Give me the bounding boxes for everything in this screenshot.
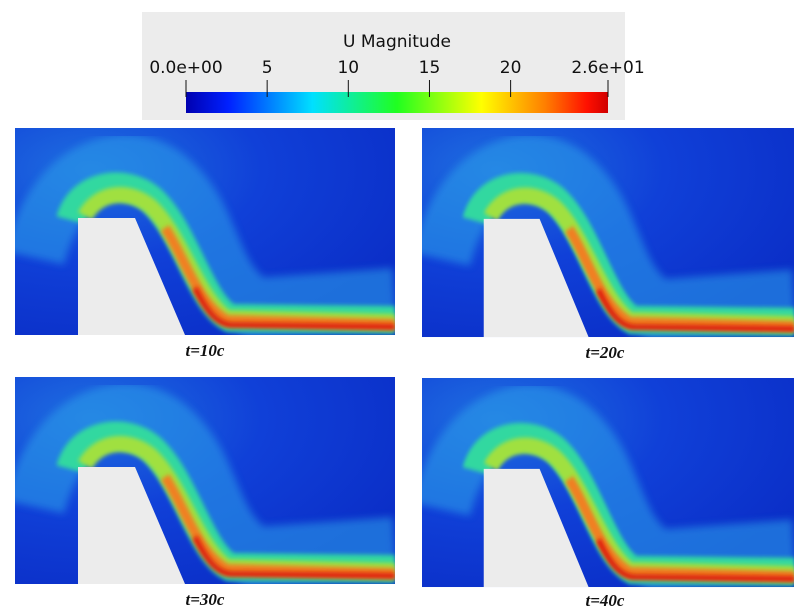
colorbar-tick-label: 5 — [262, 58, 273, 78]
colorbar-title: U Magnitude — [343, 32, 451, 52]
simulation-panel — [422, 128, 794, 337]
colorbar-tick-label: 0.0e+00 — [149, 58, 222, 78]
simulation-panel — [15, 377, 395, 584]
panel-caption: t=30c — [186, 590, 225, 609]
colorbar-tick-label: 15 — [419, 58, 441, 78]
panel-caption: t=20c — [586, 343, 625, 362]
colorbar-tick-label: 2.6e+01 — [571, 58, 644, 78]
panel-caption: t=10c — [186, 341, 225, 360]
colorbar — [186, 92, 608, 113]
colorbar-tick-label: 20 — [500, 58, 522, 78]
simulation-panel — [15, 128, 395, 335]
simulation-panel — [422, 378, 794, 587]
colorbar-tick-label: 10 — [337, 58, 359, 78]
panel-caption: t=40c — [586, 591, 625, 610]
